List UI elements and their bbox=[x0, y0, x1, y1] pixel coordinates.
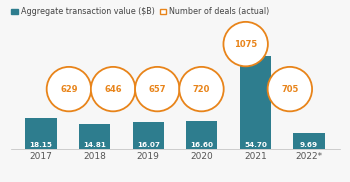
Text: 705: 705 bbox=[281, 85, 299, 94]
Text: 14.81: 14.81 bbox=[83, 142, 106, 148]
Bar bbox=[293, 133, 324, 149]
Text: 629: 629 bbox=[60, 85, 78, 94]
Legend: Aggregate transaction value ($B), Number of deals (actual): Aggregate transaction value ($B), Number… bbox=[8, 4, 273, 20]
Text: 646: 646 bbox=[104, 85, 122, 94]
Text: 18.15: 18.15 bbox=[29, 142, 52, 148]
Text: 16.07: 16.07 bbox=[137, 142, 160, 148]
Bar bbox=[186, 121, 217, 149]
Text: 1075: 1075 bbox=[234, 40, 257, 49]
Text: 720: 720 bbox=[193, 85, 210, 94]
Bar bbox=[79, 124, 110, 149]
Bar bbox=[240, 56, 271, 149]
Text: 657: 657 bbox=[148, 85, 166, 94]
Bar bbox=[26, 118, 57, 149]
Text: 16.60: 16.60 bbox=[190, 142, 213, 148]
Bar bbox=[133, 122, 164, 149]
Text: 54.70: 54.70 bbox=[244, 142, 267, 148]
Text: 9.69: 9.69 bbox=[300, 142, 318, 148]
